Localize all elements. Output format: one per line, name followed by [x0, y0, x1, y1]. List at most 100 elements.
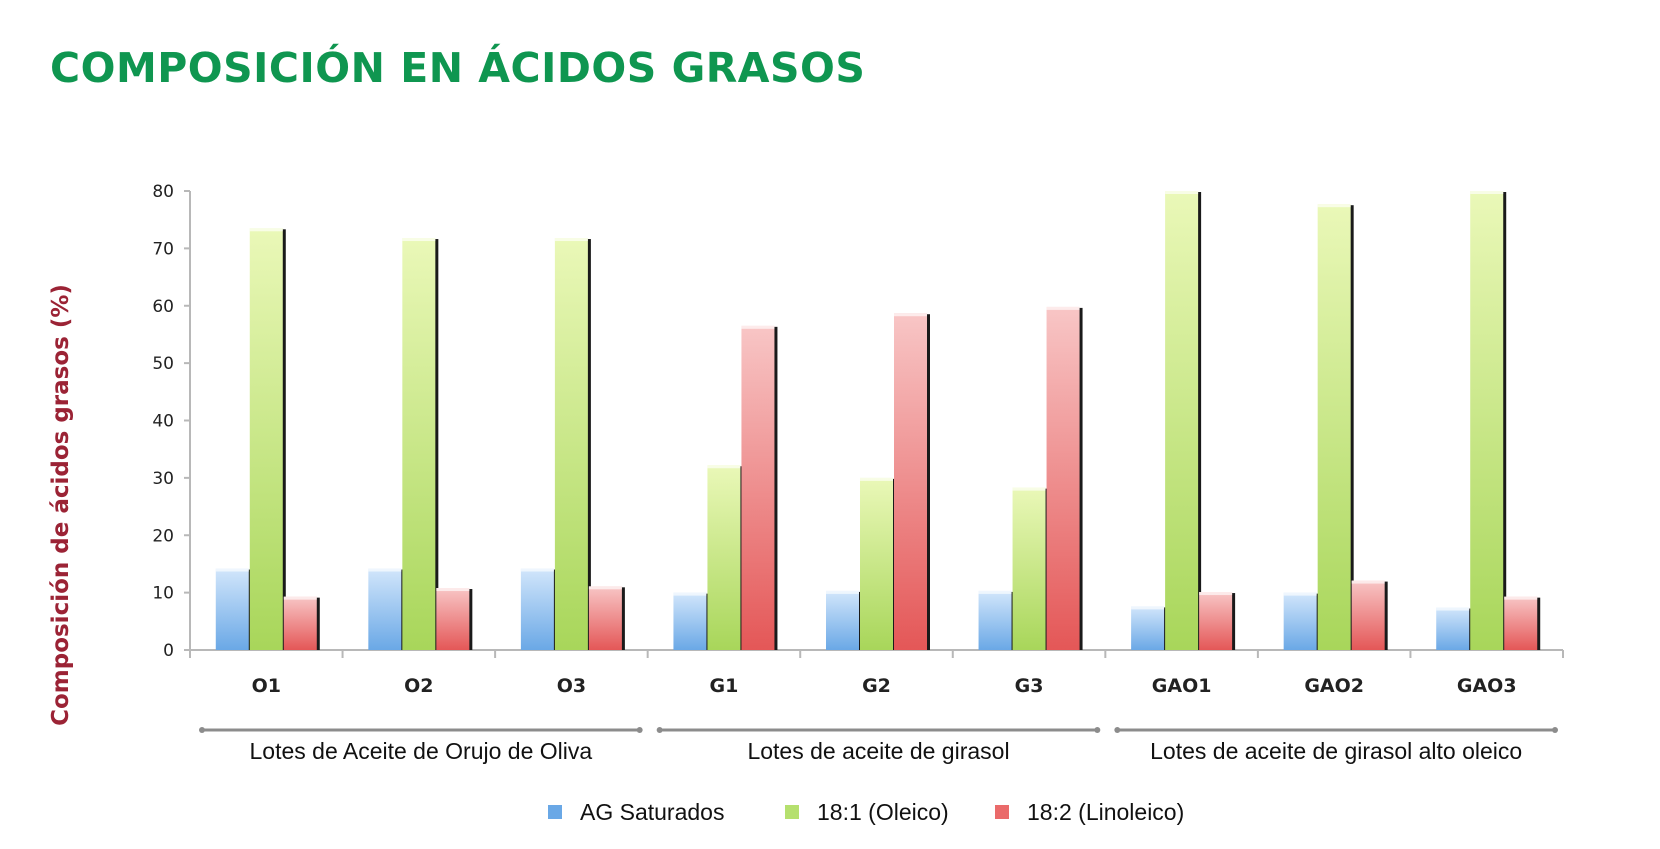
bar [1199, 592, 1236, 650]
x-tick-label: G2 [862, 675, 891, 697]
y-tick-label: 10 [152, 584, 174, 604]
page-title: COMPOSICIÓN EN ÁCIDOS GRASOS [50, 44, 866, 92]
bar [978, 590, 1015, 650]
group-line-end [1114, 727, 1121, 733]
bar-face [1470, 191, 1504, 650]
bar [707, 465, 744, 650]
bar-highlight [1436, 607, 1470, 611]
legend-label: 18:2 (Linoleico) [1027, 799, 1184, 825]
bar-highlight [707, 465, 741, 469]
y-tick-label: 40 [152, 412, 174, 432]
x-tick-label: O1 [252, 675, 281, 697]
x-tick-label: GAO3 [1457, 675, 1517, 697]
bar-face [436, 588, 470, 650]
bar-highlight [741, 325, 775, 329]
bar-highlight [860, 477, 893, 481]
bar-face [1317, 204, 1351, 651]
group-bracket: Lotes de aceite de girasol alto oleico [1114, 727, 1558, 764]
x-tick-label: GAO2 [1304, 675, 1364, 697]
x-tick-label: G1 [710, 675, 739, 697]
bar-face [1131, 606, 1165, 650]
bar-face [860, 477, 893, 650]
legend-item: 18:1 (Oleico) [785, 799, 949, 825]
bar [673, 592, 710, 650]
bar-highlight [1131, 606, 1165, 610]
bar-face [673, 592, 707, 650]
bar-highlight [673, 592, 707, 596]
y-tick-label: 50 [152, 354, 174, 374]
legend-label: AG Saturados [580, 799, 724, 825]
group-line-end [636, 727, 643, 733]
y-axis-title: Composición de ácidos grasos (%) [48, 284, 74, 726]
bar-face [1351, 580, 1385, 650]
bar [1504, 596, 1541, 650]
bar-highlight [554, 238, 588, 242]
bar [1165, 191, 1202, 650]
x-tick-label: O2 [404, 675, 433, 697]
y-tick-label: 30 [152, 469, 174, 489]
bar-face [249, 228, 283, 650]
legend-item: 18:2 (Linoleico) [995, 799, 1184, 825]
bar-highlight [249, 228, 283, 232]
bar [588, 586, 625, 650]
bar-face [402, 238, 436, 651]
bar [1470, 191, 1507, 650]
bar [1283, 592, 1320, 650]
bar [894, 313, 930, 650]
bar-highlight [368, 568, 402, 572]
bar-highlight [1199, 592, 1233, 596]
bar [860, 477, 896, 650]
bar-face [283, 596, 317, 650]
bar-highlight [1504, 596, 1538, 600]
group-label: Lotes de aceite de girasol alto oleico [1150, 738, 1522, 764]
bar-face [1012, 487, 1046, 650]
x-tick-label: G3 [1015, 675, 1044, 697]
bar-face [1436, 607, 1470, 650]
group-bracket: Lotes de Aceite de Orujo de Oliva [199, 727, 643, 764]
y-tick-label: 20 [152, 526, 174, 546]
y-tick-label: 70 [152, 239, 174, 259]
group-label: Lotes de Aceite de Orujo de Oliva [250, 738, 593, 764]
bar-face [1283, 592, 1317, 650]
bar-highlight [1283, 592, 1317, 596]
bar [1012, 487, 1049, 650]
bar-face [894, 313, 927, 650]
bar-highlight [588, 586, 622, 590]
bar [1351, 580, 1388, 650]
bar-face [826, 590, 859, 650]
y-tick-label: 0 [163, 641, 174, 661]
bar-face [554, 238, 588, 651]
legend-item: AG Saturados [548, 799, 724, 825]
legend-swatch [995, 805, 1009, 819]
bar-highlight [1317, 204, 1351, 208]
bar [402, 238, 439, 651]
bar-face [741, 325, 775, 650]
bar [436, 588, 473, 650]
legend-swatch [548, 805, 562, 819]
bar-face [707, 465, 741, 650]
bar [826, 590, 862, 650]
bar-highlight [978, 590, 1012, 594]
bar [1317, 204, 1354, 651]
bar [283, 596, 320, 650]
bar-highlight [1012, 487, 1046, 491]
bar [554, 238, 591, 651]
bar [1131, 606, 1168, 650]
y-tick-label: 80 [152, 182, 174, 202]
bar-face [1046, 306, 1080, 650]
bar-highlight [894, 313, 927, 317]
bar-highlight [283, 596, 317, 600]
bar-face [1165, 191, 1199, 650]
x-tick-label: O3 [557, 675, 586, 697]
group-line-end [199, 727, 205, 733]
bar-highlight [520, 568, 554, 572]
group-bracket: Lotes de aceite de girasol [656, 727, 1101, 764]
legend-swatch [785, 805, 799, 819]
group-line-end [1552, 727, 1558, 733]
group-label: Lotes de aceite de girasol [747, 738, 1009, 764]
bar [520, 568, 557, 650]
bar [368, 568, 405, 650]
group-line-end [656, 727, 663, 733]
bar-highlight [215, 568, 249, 572]
